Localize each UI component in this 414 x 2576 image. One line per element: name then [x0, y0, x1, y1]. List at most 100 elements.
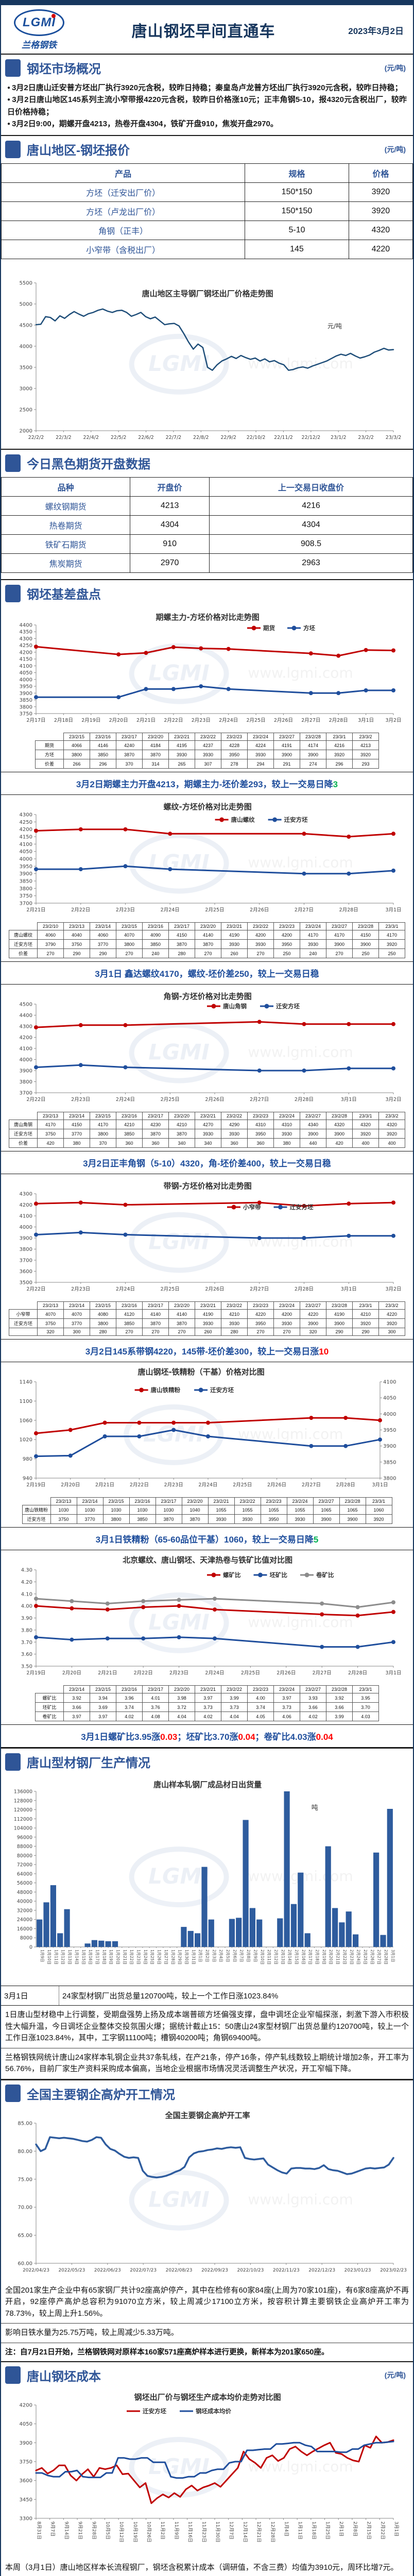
svg-text:2023/02/23: 2023/02/23 — [380, 2268, 407, 2273]
svg-text:2022/04/23: 2022/04/23 — [23, 2268, 49, 2273]
cost-paragraph: 本周（3月1日）唐山地区样本长流程钢厂，钢坯含税累计成本（调研值，不含三费）均值… — [1, 2558, 413, 2576]
svg-text:1月23日: 1月23日 — [136, 1950, 141, 1964]
rebar-futures-caption: 3月2日期螺主力开盘4213，期螺主力-坯价差293，较上一交易日降3 — [1, 772, 413, 795]
svg-text:112000: 112000 — [14, 1817, 32, 1822]
svg-text:4050: 4050 — [20, 2421, 32, 2427]
svg-text:4300: 4300 — [20, 1192, 32, 1197]
svg-text:2月26日: 2月26日 — [205, 1097, 224, 1103]
caption-text: 3 — [333, 779, 338, 789]
svg-text:2月24日: 2月24日 — [219, 718, 238, 723]
svg-text:12月21日: 12月21日 — [256, 2521, 262, 2543]
svg-text:2月28日: 2月28日 — [295, 1097, 314, 1103]
svg-text:2月10日: 2月10日 — [260, 1950, 265, 1964]
svg-text:元/吨: 元/吨 — [327, 323, 342, 330]
svg-text:2月2日: 2月2日 — [205, 1950, 210, 1962]
svg-text:1月30日: 1月30日 — [184, 1950, 189, 1964]
shipment-summary-row: 3月1日 24家型材钢厂出货总量120700吨，较上一个工作日涨1023.84% — [1, 1986, 413, 2006]
svg-text:唐山螺纹: 唐山螺纹 — [231, 816, 255, 823]
svg-text:2月15日: 2月15日 — [294, 1950, 299, 1964]
text-paragraph: 兰格钢铁网统计唐山24家样本轧钢企业共37条轧线，在产21条，停产16条，停产轧… — [1, 2048, 413, 2079]
caption-text: ；坯矿比3.70涨 — [177, 1732, 238, 1742]
svg-text:2月1日: 2月1日 — [338, 2521, 344, 2536]
svg-text:LGMI: LGMI — [148, 1229, 210, 1255]
section-bullet — [5, 2084, 21, 2102]
section-bullet — [5, 59, 21, 77]
svg-text:4200: 4200 — [20, 1035, 32, 1041]
svg-text:钢坯出厂价与钢坯生产成本均价走势对比图: 钢坯出厂价与钢坯生产成本均价走势对比图 — [134, 2393, 281, 2402]
svg-text:2月22日: 2月22日 — [380, 2521, 385, 2539]
section-title: 唐山型材钢厂生产情况 — [27, 1753, 406, 1771]
svg-text:2月1日: 2月1日 — [198, 1950, 203, 1962]
svg-text:3月1日: 3月1日 — [341, 1097, 357, 1103]
svg-text:1月4日: 1月4日 — [283, 2521, 289, 2536]
svg-text:卷矿比: 卷矿比 — [316, 1571, 334, 1579]
svg-text:期货: 期货 — [263, 624, 275, 632]
svg-text:3800: 3800 — [20, 886, 32, 892]
svg-text:4200: 4200 — [20, 827, 32, 833]
svg-text:23/3/2: 23/3/2 — [386, 435, 402, 440]
svg-text:1月19日: 1月19日 — [109, 1950, 113, 1964]
svg-text:2月25日: 2月25日 — [247, 718, 266, 723]
iron-ore-fines-caption: 3月1日铁精粉（65-60品位干基）1060，较上一交易日降5 — [1, 1527, 413, 1550]
svg-text:40000: 40000 — [17, 1899, 32, 1905]
svg-text:3850: 3850 — [20, 698, 32, 703]
svg-text:85.00: 85.00 — [18, 2121, 32, 2126]
svg-text:3000: 3000 — [20, 386, 32, 392]
page-header: LGMI 兰格钢铁 唐山钢坯早间直通车 2023年3月2日 — [1, 5, 413, 54]
svg-text:3600: 3600 — [20, 1269, 32, 1275]
svg-text:www.lgmi.com: www.lgmi.com — [248, 854, 353, 871]
svg-text:3500: 3500 — [20, 1280, 32, 1286]
svg-text:9月28日: 9月28日 — [91, 2521, 97, 2539]
svg-text:2月27日: 2月27日 — [250, 1097, 269, 1103]
chart-svg: LGMIwww.lgmi.com唐山样本轧钢厂成品材日出货量吨080001600… — [6, 1776, 408, 1982]
svg-text:22/11/2: 22/11/2 — [274, 435, 293, 440]
svg-text:24000: 24000 — [17, 1917, 32, 1923]
page-title: 唐山钢坯早间直通车 — [70, 19, 337, 41]
svg-text:3900: 3900 — [383, 1444, 396, 1449]
svg-text:2月4日: 2月4日 — [219, 1950, 223, 1962]
svg-text:2月28日: 2月28日 — [336, 1482, 355, 1488]
svg-text:1月18日: 1月18日 — [102, 1950, 107, 1964]
svg-text:2月28日: 2月28日 — [295, 1286, 314, 1292]
svg-text:3750: 3750 — [20, 893, 32, 899]
svg-text:1月15日: 1月15日 — [81, 1950, 86, 1964]
text-paragraph: 全国201家生产企业中有65家钢厂共计92座高炉停产，其中在检修有60家84座(… — [1, 2281, 413, 2324]
angle-steel-caption: 3月2日正丰角钢（5-10）4320，角-坯价差400，较上一交易日稳 — [1, 1151, 413, 1174]
lgmi-logo-oval: LGMI — [14, 9, 64, 36]
svg-text:唐山样本轧钢厂成品材日出货量: 唐山样本轧钢厂成品材日出货量 — [153, 1780, 262, 1789]
svg-text:4400: 4400 — [20, 623, 32, 629]
svg-text:2月17日: 2月17日 — [26, 718, 45, 723]
svg-text:80000: 80000 — [17, 1853, 32, 1859]
section-header: 唐山型材钢厂生产情况 — [1, 1749, 413, 1774]
svg-text:2023/01/23: 2023/01/23 — [344, 2268, 371, 2273]
caption-text: 3月2日正丰角钢（5-10）4320，角-坯价差400，较上一交易日稳 — [83, 1159, 331, 1168]
svg-text:3700: 3700 — [20, 901, 32, 907]
svg-text:迁安方坯: 迁安方坯 — [276, 1003, 300, 1010]
svg-text:1月20日: 1月20日 — [115, 1950, 120, 1964]
svg-text:2月27日: 2月27日 — [295, 907, 314, 913]
svg-text:3月1日: 3月1日 — [385, 1670, 401, 1676]
